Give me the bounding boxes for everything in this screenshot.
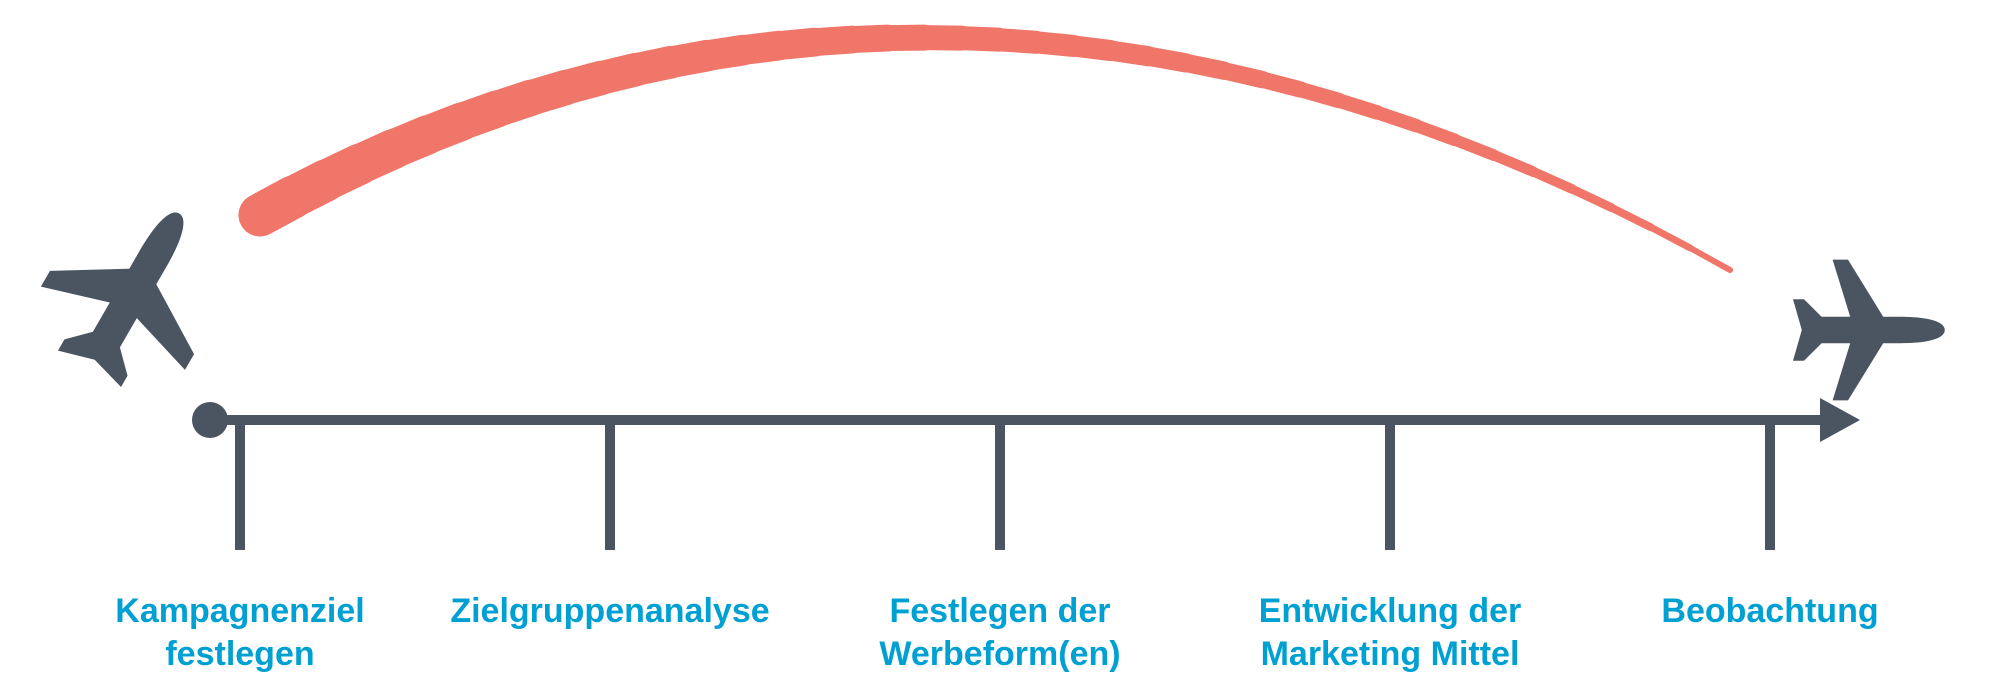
timeline-axis <box>192 398 1860 550</box>
timeline-label-step-3: Festlegen der Werbeform(en) <box>790 590 1210 675</box>
airplane-icon-start <box>17 172 251 411</box>
airplane-icon-end <box>1793 260 1945 401</box>
diagram-canvas: Kampagnenziel festlegenZielgruppenanalys… <box>0 0 2000 698</box>
timeline-label-step-2: Zielgruppenanalyse <box>400 590 820 633</box>
trajectory-arc <box>260 38 1730 270</box>
timeline-label-step-1: Kampagnenziel festlegen <box>60 590 420 675</box>
timeline-label-step-5: Beobachtung <box>1590 590 1950 633</box>
timeline-label-step-4: Entwicklung der Marketing Mittel <box>1180 590 1600 675</box>
